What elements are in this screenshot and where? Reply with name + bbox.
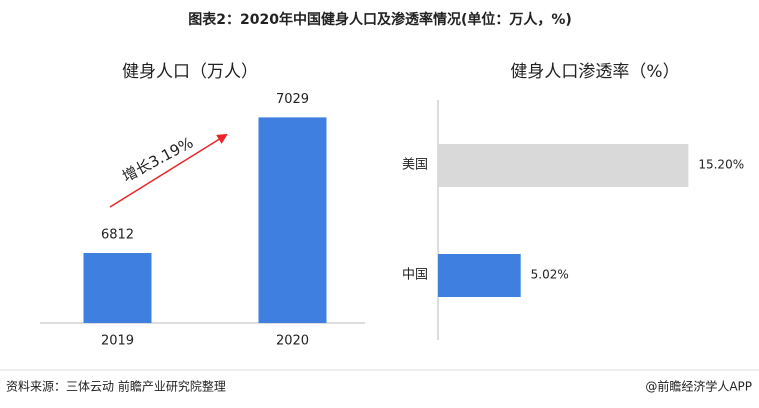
bar — [438, 144, 689, 187]
y-tick-label: 中国 — [402, 268, 428, 283]
x-tick-label: 2020 — [276, 334, 309, 349]
annotation-arrow — [109, 133, 228, 208]
bar — [258, 117, 327, 323]
footer: @前瞻经济学人APP — [645, 379, 752, 394]
page-title: 图表2：2020年中国健身人口及渗透率情况(单位：万人，%) — [188, 11, 572, 28]
bar — [83, 253, 152, 323]
x-tick-label: 2019 — [101, 334, 134, 349]
value-label: 7029 — [276, 92, 309, 107]
value-label: 15.20% — [698, 158, 744, 172]
bar — [438, 254, 521, 297]
value-label: 5.02% — [531, 268, 569, 282]
source: 资料来源：三体云动 前瞻产业研究院整理 — [6, 379, 226, 394]
y-tick-label: 美国 — [402, 158, 428, 173]
chart-title: 健身人口渗透率（%） — [510, 62, 679, 82]
value-label: 6812 — [101, 228, 134, 243]
chart-title: 健身人口（万人） — [122, 62, 258, 82]
